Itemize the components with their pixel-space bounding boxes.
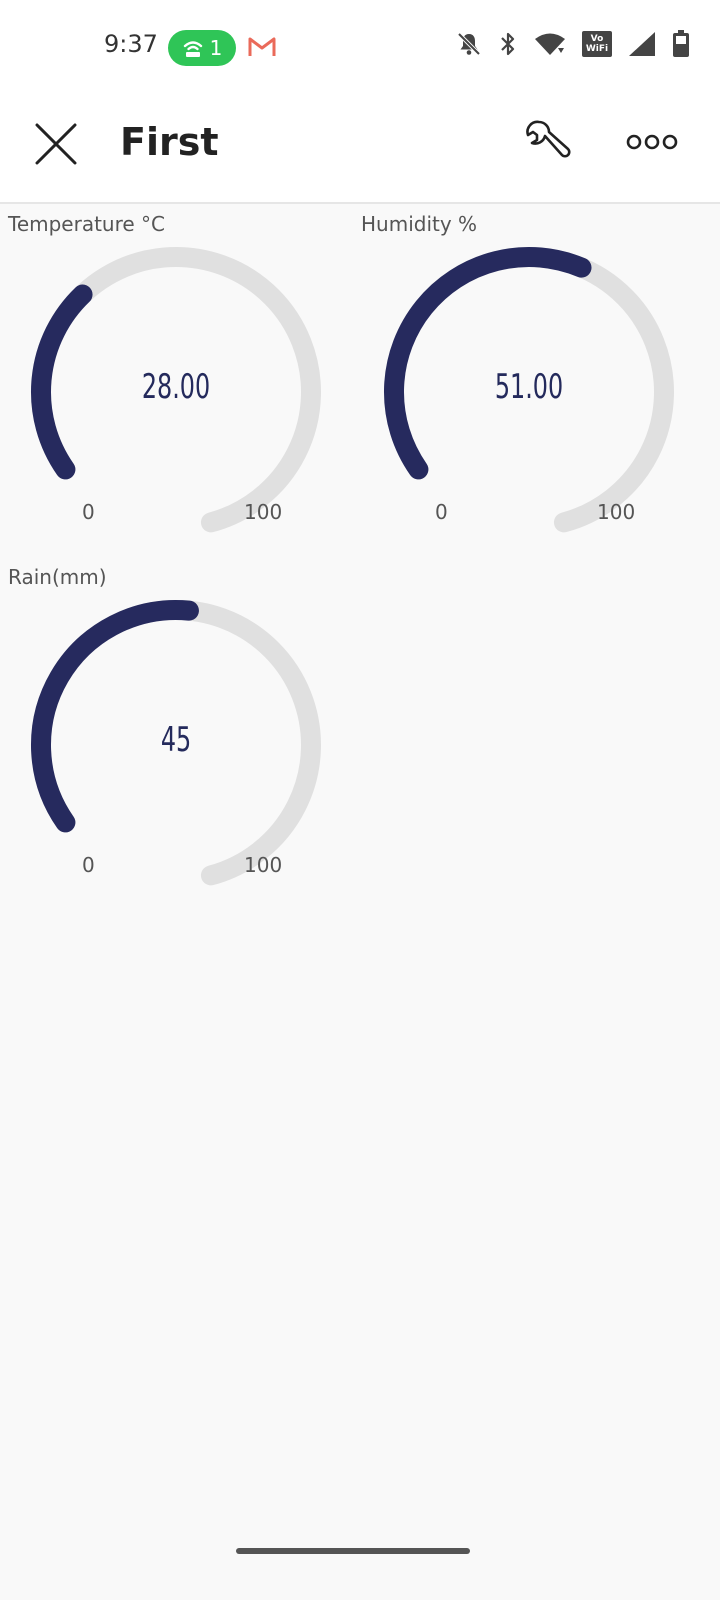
app-bar: First	[0, 96, 720, 204]
close-icon	[35, 123, 77, 165]
gauge-fill	[31, 284, 93, 480]
settings-button[interactable]	[518, 114, 574, 170]
status-time: 9:37	[104, 30, 158, 58]
close-button[interactable]	[28, 116, 84, 172]
battery-icon	[672, 30, 690, 58]
hotspot-indicator[interactable]: 1	[168, 30, 236, 66]
gmail-icon	[248, 37, 276, 56]
status-icons: Vo WiFi	[456, 30, 690, 58]
page-title: First	[120, 120, 219, 164]
gauge-value: 45	[160, 720, 192, 760]
vowifi-icon: Vo WiFi	[582, 31, 612, 57]
hotspot-icon	[183, 41, 202, 57]
notifications-off-icon	[456, 31, 482, 57]
gauge-dial	[31, 600, 321, 886]
gauge-value: 51.00	[494, 367, 564, 407]
gauge-title: Humidity %	[361, 212, 478, 236]
gauge-fill	[31, 600, 199, 833]
gauge-min-label: 0	[82, 500, 95, 524]
bluetooth-icon	[498, 31, 518, 57]
vowifi-bottom: WiFi	[585, 44, 609, 54]
gauge-widget-temperature[interactable]: Temperature °C 28.00 0 100	[0, 202, 352, 552]
gauge-title: Temperature °C	[8, 212, 166, 236]
more-options-button[interactable]	[626, 122, 682, 162]
wifi-icon	[534, 32, 566, 56]
home-indicator[interactable]	[236, 1548, 470, 1554]
gauge-value: 28.00	[141, 367, 211, 407]
gauge-fill	[384, 247, 592, 480]
gauge-max-label: 100	[597, 500, 636, 524]
gauge-dial	[384, 247, 674, 533]
gauge-min-label: 0	[82, 853, 95, 877]
hotspot-count: 1	[209, 36, 223, 60]
more-icon	[626, 134, 678, 150]
wrench-icon	[526, 120, 571, 158]
gauge-max-label: 100	[244, 853, 283, 877]
status-bar: 9:37 1	[0, 0, 720, 96]
gauge-title: Rain(mm)	[8, 565, 107, 589]
gauge-widget-rain[interactable]: Rain(mm) 45 0 100	[0, 555, 352, 905]
gauge-dial	[31, 247, 321, 533]
gauge-min-label: 0	[435, 500, 448, 524]
cell-signal-icon	[628, 31, 656, 57]
gauge-max-label: 100	[244, 500, 283, 524]
vowifi-top: Vo	[590, 34, 604, 44]
gauge-widget-humidity[interactable]: Humidity % 51.00 0 100	[353, 202, 705, 552]
